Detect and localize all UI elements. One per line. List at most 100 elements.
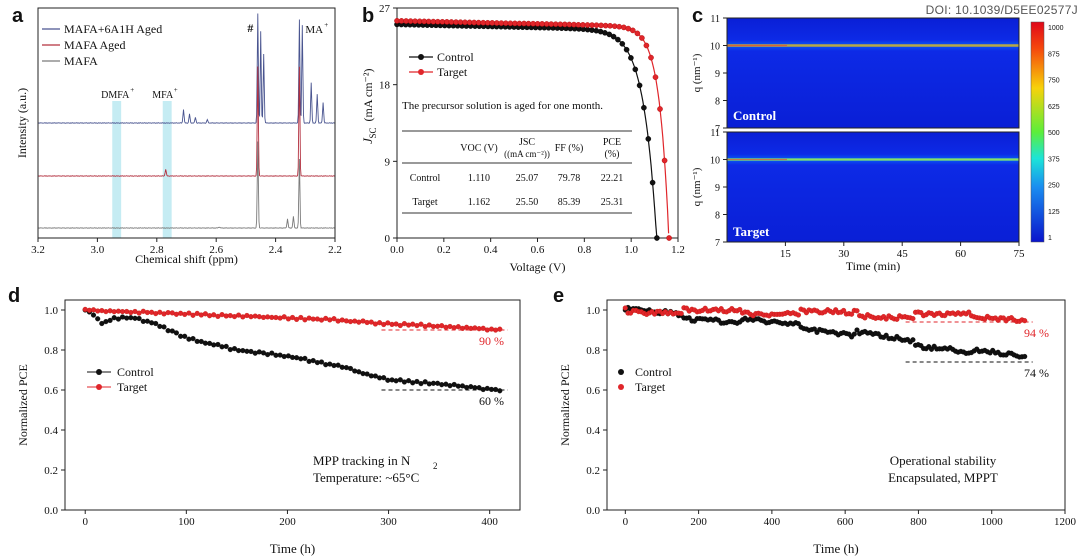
y-axis-label-b: J — [360, 137, 375, 144]
data-point-target — [966, 309, 972, 315]
table-header: PCE — [603, 137, 621, 148]
y-axis-c-tick-label: 7 — [715, 238, 720, 249]
jv-marker-control — [645, 136, 652, 142]
y-axis-c-tick-label: 7 — [715, 124, 720, 135]
x-axis-c-tick-label: 75 — [1014, 248, 1026, 260]
data-point-control — [854, 327, 860, 333]
data-point-target — [103, 309, 109, 315]
panel-label-c: c — [692, 5, 703, 27]
x-axis-b-tick-label: 0.8 — [577, 244, 591, 256]
table-cell: 79.78 — [558, 173, 581, 184]
jv-marker-target — [657, 106, 663, 112]
jv-marker-control — [641, 104, 647, 111]
data-point-control — [269, 350, 275, 356]
table-cell: Control — [410, 173, 441, 184]
legend-marker — [418, 54, 424, 60]
y-axis-c-tick-label: 10 — [710, 42, 720, 53]
data-point-control — [211, 342, 217, 348]
highlight-band-0 — [112, 101, 122, 238]
doi-text: DOI: 10.1039/D5EE02577J — [925, 3, 1078, 17]
data-point-control — [335, 362, 341, 368]
data-point-control — [157, 323, 163, 329]
x-axis-e-tick-label: 400 — [764, 516, 781, 528]
data-point-control — [223, 343, 229, 349]
jv-marker-target — [639, 35, 645, 41]
data-point-target — [111, 309, 117, 315]
x-axis-a-tick-label: 2.6 — [209, 244, 223, 256]
data-point-control — [372, 373, 378, 379]
data-point-target — [294, 316, 300, 322]
data-point-target — [298, 314, 304, 321]
panel-label-e: e — [553, 285, 564, 307]
x-axis-a-tick-label: 2.4 — [269, 244, 283, 256]
y-axis-label-e: Normalized PCE — [558, 364, 572, 446]
heatmap-peak-hot — [727, 158, 787, 161]
x-axis-a-tick-label: 2.2 — [328, 244, 342, 256]
data-point-target — [273, 314, 279, 321]
data-point-control — [497, 388, 503, 394]
table-cell: 1.110 — [468, 173, 490, 184]
x-axis-b-tick-label: 0.2 — [437, 244, 451, 256]
x-axis-label-a: Chemical shift (ppm) — [135, 252, 238, 266]
x-axis-c-tick-label: 60 — [955, 248, 967, 260]
data-point-control — [90, 312, 97, 318]
y-axis-label-d: Normalized PCE — [16, 364, 30, 446]
jv-marker-target — [634, 30, 641, 37]
heatmap-label-target: Target — [733, 224, 770, 239]
x-axis-b-tick-label: 1.0 — [624, 244, 638, 256]
x-axis-label-b: Voltage (V) — [509, 260, 565, 274]
y-axis-label-c: q (nm⁻¹) — [691, 167, 703, 206]
jv-marker-control — [623, 46, 630, 53]
data-point-target — [464, 324, 470, 330]
data-point-target — [256, 314, 262, 320]
data-point-control — [406, 378, 412, 384]
y-axis-label-a: Intensity (a.u.) — [15, 88, 29, 158]
table-cell: 1.162 — [468, 197, 491, 208]
x-axis-d-tick-label: 400 — [481, 516, 498, 528]
data-point-control — [422, 379, 428, 385]
annotation-dmfa: DMFA — [101, 90, 130, 101]
data-point-target — [90, 307, 97, 313]
x-axis-label-c: Time (min) — [846, 259, 901, 273]
legend-label: Control — [437, 50, 474, 64]
x-axis-d-tick-label: 300 — [380, 516, 397, 528]
data-point-target — [678, 310, 684, 317]
data-point-control — [115, 316, 121, 322]
data-point-target — [894, 316, 900, 322]
y-axis-c-tick-label: 10 — [710, 156, 720, 167]
x-axis-c-tick-label: 45 — [897, 248, 909, 260]
y-axis-b-tick-label: 0 — [385, 233, 391, 245]
data-point-target — [248, 314, 254, 320]
legend-marker — [96, 369, 102, 375]
panel-label-b: b — [362, 5, 374, 27]
heatmap-peak-hot — [727, 44, 787, 47]
colorbar-tick-label: 125 — [1048, 209, 1060, 216]
axes-frame-e — [606, 299, 1066, 511]
annotation-line2: Temperature: ~65°C — [313, 470, 419, 485]
y-axis-c-tick-label: 11 — [710, 14, 720, 25]
data-point-target — [190, 312, 196, 318]
y-axis-c-tick-label: 8 — [715, 211, 720, 222]
data-point-control — [393, 378, 399, 384]
colorbar-tick-label: 625 — [1048, 104, 1060, 111]
data-point-target — [497, 326, 503, 332]
data-point-control — [227, 347, 233, 353]
annotation-mfa: MFA — [152, 90, 174, 101]
panel-b: b 0.0 0.2 0.4 0.6 0.8 1.0 1.2 0 9 18 27 Voltage (V) J… — [360, 3, 685, 274]
data-point-control — [381, 375, 387, 381]
data-point-control — [851, 331, 857, 337]
panel-label-d: d — [8, 285, 20, 307]
y-axis-e-tick-label: 0.0 — [586, 505, 600, 517]
x-axis-b-tick-label: 0.0 — [390, 244, 404, 256]
x-axis-a-tick-label: 3.0 — [91, 244, 105, 256]
data-point-target — [339, 317, 345, 323]
y-axis-c-tick-label: 9 — [715, 69, 720, 80]
heatmap-peak-band — [727, 44, 1019, 47]
axes-frame-d — [64, 299, 521, 511]
x-axis-b-tick-label: 0.4 — [484, 244, 498, 256]
table-header: VOC (V) — [460, 143, 498, 154]
y-axis-label-c: q (nm⁻¹) — [691, 53, 703, 92]
panel-c: c 7 8 9 10 11 q (nm⁻¹) Control 7 8 9 10 11 q (nm⁻¹) Ta… — [691, 5, 1064, 273]
highlight-band-1 — [162, 101, 172, 238]
jv-marker-target — [661, 157, 668, 164]
